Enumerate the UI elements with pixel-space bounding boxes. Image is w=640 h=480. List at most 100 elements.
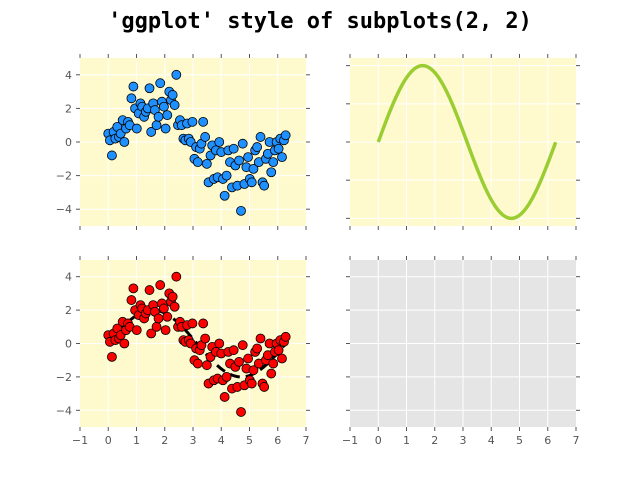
x-tick-label: 6: [274, 434, 281, 447]
scatter-point: [119, 338, 130, 349]
scatter-point: [128, 283, 139, 294]
scatter-point: [277, 152, 287, 163]
x-tick-label: 7: [573, 434, 580, 447]
scatter-point: [171, 69, 182, 80]
x-tick-label: −1: [342, 434, 358, 447]
y-tick-label: 2: [65, 304, 72, 317]
x-tick-label: 2: [161, 434, 168, 447]
scatter-point: [248, 163, 259, 174]
y-tick-label: 4: [65, 69, 72, 82]
y-tick-label: −2: [56, 371, 72, 384]
scatter-point: [246, 378, 257, 389]
scatter-point: [237, 340, 248, 351]
scatter-point: [146, 127, 157, 137]
scatter-point: [169, 100, 180, 110]
scatter-point: [131, 325, 142, 336]
scatter-point: [198, 318, 209, 329]
scatter-point: [243, 152, 253, 163]
scatter-point: [273, 345, 284, 356]
x-tick-label: −1: [72, 434, 88, 447]
scatter-point: [234, 356, 244, 367]
scatter-point: [169, 301, 180, 312]
scatter-point: [107, 150, 117, 161]
x-tick-label: 0: [105, 434, 112, 447]
sine-line: [376, 63, 558, 221]
scatter-point: [187, 116, 198, 127]
scatter-point: [198, 116, 209, 127]
scatter-point: [255, 333, 266, 344]
scatter-point: [155, 78, 166, 89]
scatter-point: [268, 358, 279, 369]
scatter-point: [243, 353, 253, 364]
scatter-point: [255, 132, 266, 142]
y-tick-label: −4: [56, 203, 72, 216]
scatter-point: [214, 137, 225, 147]
x-tick-label: 4: [488, 434, 495, 447]
scatter-point: [219, 190, 230, 201]
scatter-point: [246, 177, 257, 188]
figure-title: 'ggplot' style of subplots(2, 2): [108, 9, 532, 34]
scatter-point: [273, 143, 284, 154]
scatter-point: [266, 368, 277, 379]
scatter-point: [252, 343, 263, 354]
scatter-point: [201, 158, 212, 169]
scatter-point: [162, 110, 173, 121]
y-tick-label: 4: [65, 271, 72, 284]
x-tick-label: 1: [133, 434, 140, 447]
x-tick-label: 7: [303, 434, 310, 447]
scatter-point: [200, 333, 211, 344]
scatter-point: [228, 143, 239, 154]
scatter-point: [144, 285, 155, 295]
scatter-point: [151, 321, 162, 332]
x-tick-label: 5: [516, 434, 523, 447]
x-tick-label: 1: [403, 434, 410, 447]
scatter-point: [107, 351, 117, 362]
scatter-point: [214, 338, 225, 349]
scatter-point: [159, 101, 169, 112]
y-tick-label: 0: [65, 338, 72, 351]
y-tick-label: 0: [65, 136, 72, 149]
scatter-point: [248, 365, 259, 376]
scatter-point: [146, 328, 157, 339]
scatter-point: [171, 271, 182, 282]
subplot-bottom-left: −1 0 1 2 3 4 5 6 7 −4 −2 0 2 4: [56, 256, 310, 447]
x-tick-label: 0: [375, 434, 382, 447]
scatter-point: [159, 303, 169, 314]
scatter-point: [200, 132, 211, 142]
scatter-point: [236, 407, 246, 417]
scatter-point: [187, 318, 198, 329]
scatter-point: [119, 137, 130, 147]
scatter-point: [236, 205, 246, 216]
scatter-point: [221, 170, 232, 181]
scatter-point: [259, 382, 270, 392]
scatter-point: [162, 311, 173, 322]
scatter-point: [237, 138, 248, 149]
scatter-point: [280, 130, 291, 141]
scatter-point: [167, 90, 178, 100]
scatter-point: [280, 331, 291, 342]
scatter-point: [128, 81, 139, 92]
scatter-point: [126, 93, 137, 104]
x-tick-label: 4: [218, 434, 225, 447]
x-tick-label: 2: [431, 434, 438, 447]
subplot-bottom-right: −1 0 1 2 3 4 5 6 7: [342, 256, 580, 447]
y-tick-label: −4: [56, 404, 72, 417]
x-tick-label: 5: [246, 434, 253, 447]
subplot-top-right: [346, 54, 580, 230]
scatter-point: [131, 123, 142, 134]
scatter-point: [167, 291, 178, 302]
scatter-point: [228, 345, 239, 356]
scatter-point: [234, 155, 244, 166]
scatter-point: [153, 111, 164, 122]
scatter-point: [221, 371, 232, 382]
subplot-top-left: −4 −2 0 2 4: [56, 54, 310, 230]
scatter-point: [153, 313, 164, 324]
x-tick-label: 3: [190, 434, 197, 447]
scatter-point: [268, 157, 279, 168]
scatter-point: [126, 295, 137, 305]
scatter-point: [155, 280, 166, 290]
scatter-point: [252, 142, 263, 152]
scatter-point: [219, 392, 230, 402]
scatter-point: [259, 180, 270, 191]
